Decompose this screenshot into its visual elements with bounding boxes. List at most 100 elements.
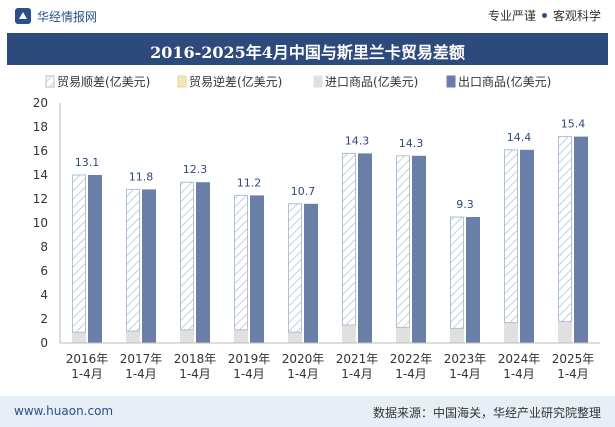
legend-item-1[interactable]: 贸易顺差(亿美元) bbox=[45, 74, 150, 89]
import-bar[interactable] bbox=[288, 332, 302, 343]
data-label: 14.3 bbox=[399, 137, 424, 150]
bar-group-3[interactable]: 12.3 bbox=[180, 163, 210, 343]
bar-group-8[interactable]: 9.3 bbox=[450, 198, 480, 343]
import-bar[interactable] bbox=[180, 329, 194, 343]
plot-area: 13.1 11.8 12.3 11.2 10.7 14.3 14.3 9.3 14.4 15.4 bbox=[72, 118, 588, 343]
export-bar[interactable] bbox=[88, 175, 102, 343]
x-tick-label: 2017年 1-4月 bbox=[120, 352, 163, 381]
surplus-bar[interactable] bbox=[126, 188, 140, 332]
brand-logo-icon bbox=[15, 8, 31, 24]
export-bar[interactable] bbox=[358, 153, 372, 343]
bar-group-6[interactable]: 14.3 bbox=[342, 134, 372, 343]
bar-group-5[interactable]: 10.7 bbox=[288, 185, 318, 343]
x-tick-label: 2024年 1-4月 bbox=[498, 352, 541, 381]
title-bar: 2016-2025年4月中国与斯里兰卡贸易差额 bbox=[7, 33, 608, 65]
chart: 贸易顺差(亿美元) 贸易逆差(亿美元) 进口商品(亿美元) 出口商品(亿美元) 0 2 4… bbox=[33, 74, 600, 381]
data-source: 数据来源：中国海关，华经产业研究院整理 bbox=[372, 406, 601, 420]
surplus-bar[interactable] bbox=[558, 136, 572, 322]
y-tick-label: 16 bbox=[33, 144, 48, 158]
y-tick-label: 0 bbox=[40, 336, 48, 350]
y-axis: 0 2 4 6 8 10 12 14 16 18 20 bbox=[33, 96, 61, 350]
brand-name: 华经情报网 bbox=[37, 9, 98, 24]
data-label: 9.3 bbox=[456, 198, 474, 211]
import-bar[interactable] bbox=[450, 328, 464, 343]
footer-site-link[interactable]: www.huaon.com bbox=[14, 404, 114, 418]
import-bar[interactable] bbox=[396, 327, 410, 343]
x-tick-label: 2020年 1-4月 bbox=[282, 352, 325, 381]
data-label: 10.7 bbox=[291, 185, 316, 198]
x-tick-label: 2016年 1-4月 bbox=[66, 352, 109, 381]
header: 华经情报网 专业严谨 客观科学 bbox=[0, 0, 615, 32]
brand[interactable]: 华经情报网 bbox=[14, 7, 97, 25]
legend-swatch bbox=[313, 75, 323, 88]
x-tick-label: 2025年 1-4月 bbox=[552, 352, 595, 381]
bar-group-1[interactable]: 13.1 bbox=[72, 156, 102, 343]
footer: www.huaon.com 数据来源：中国海关，华经产业研究院整理 bbox=[0, 396, 615, 427]
legend-swatch bbox=[177, 75, 187, 88]
y-tick-label: 18 bbox=[33, 120, 48, 134]
bar-group-2[interactable]: 11.8 bbox=[126, 170, 156, 343]
x-tick-label: 2022年 1-4月 bbox=[390, 352, 433, 381]
surplus-bar[interactable] bbox=[450, 216, 464, 330]
legend-label: 进口商品(亿美元) bbox=[325, 74, 418, 89]
bar-group-7[interactable]: 14.3 bbox=[396, 137, 426, 343]
y-tick-label: 10 bbox=[33, 216, 48, 230]
legend-label: 贸易逆差(亿美元) bbox=[189, 74, 282, 89]
y-tick-label: 6 bbox=[40, 264, 48, 278]
import-bar[interactable] bbox=[342, 325, 356, 343]
surplus-bar[interactable] bbox=[504, 149, 518, 324]
data-label: 15.4 bbox=[561, 118, 586, 131]
chart-title: 2016-2025年4月中国与斯里兰卡贸易差额 bbox=[150, 43, 465, 62]
y-tick-label: 4 bbox=[40, 288, 48, 302]
surplus-bar[interactable] bbox=[342, 152, 356, 326]
surplus-bar[interactable] bbox=[396, 155, 410, 328]
export-bar[interactable] bbox=[412, 155, 426, 343]
legend-swatch bbox=[446, 75, 456, 88]
y-tick-label: 2 bbox=[40, 312, 48, 326]
import-bar[interactable] bbox=[234, 329, 248, 343]
import-bar[interactable] bbox=[558, 321, 572, 343]
export-bar[interactable] bbox=[196, 182, 210, 343]
surplus-bar[interactable] bbox=[234, 194, 248, 331]
legend-item-2[interactable]: 贸易逆差(亿美元) bbox=[177, 74, 282, 89]
legend-label: 贸易顺差(亿美元) bbox=[57, 74, 150, 89]
data-label: 11.8 bbox=[129, 170, 154, 183]
import-bar[interactable] bbox=[126, 331, 140, 343]
import-bar[interactable] bbox=[504, 322, 518, 343]
export-bar[interactable] bbox=[142, 189, 156, 343]
y-tick-label: 8 bbox=[40, 240, 48, 254]
legend-item-4[interactable]: 出口商品(亿美元) bbox=[446, 74, 551, 89]
legend: 贸易顺差(亿美元) 贸易逆差(亿美元) 进口商品(亿美元) 出口商品(亿美元) bbox=[45, 74, 551, 89]
data-label: 11.2 bbox=[237, 176, 262, 189]
tagline-right: 客观科学 bbox=[552, 9, 601, 23]
tagline-left: 专业严谨 bbox=[487, 9, 536, 23]
legend-item-3[interactable]: 进口商品(亿美元) bbox=[313, 74, 418, 89]
legend-label: 出口商品(亿美元) bbox=[458, 74, 551, 89]
data-label: 13.1 bbox=[75, 156, 100, 169]
y-tick-label: 14 bbox=[33, 168, 48, 182]
export-bar[interactable] bbox=[520, 149, 534, 343]
x-tick-label: 2021年 1-4月 bbox=[336, 352, 379, 381]
x-tick-label: 2023年 1-4月 bbox=[444, 352, 487, 381]
x-tick-label: 2019年 1-4月 bbox=[228, 352, 271, 381]
data-label: 14.4 bbox=[507, 131, 532, 144]
export-bar[interactable] bbox=[466, 217, 480, 343]
y-tick-label: 20 bbox=[33, 96, 48, 110]
surplus-bar[interactable] bbox=[180, 181, 194, 331]
x-axis: 2016年 1-4月 2017年 1-4月 2018年 1-4月 2019年 1-4月 2020… bbox=[60, 342, 600, 381]
legend-swatch bbox=[45, 75, 55, 88]
tagline: 专业严谨 客观科学 bbox=[488, 7, 601, 24]
y-tick-label: 12 bbox=[33, 192, 48, 206]
bar-group-4[interactable]: 11.2 bbox=[234, 176, 264, 343]
export-bar[interactable] bbox=[574, 136, 588, 343]
surplus-bar[interactable] bbox=[288, 203, 302, 333]
import-bar[interactable] bbox=[72, 332, 86, 343]
data-label: 14.3 bbox=[345, 134, 370, 147]
export-bar[interactable] bbox=[250, 195, 264, 343]
surplus-bar[interactable] bbox=[72, 174, 86, 333]
bar-group-10[interactable]: 15.4 bbox=[558, 118, 588, 343]
x-tick-label: 2018年 1-4月 bbox=[174, 352, 217, 381]
bar-group-9[interactable]: 14.4 bbox=[504, 131, 534, 343]
separator-dot-icon bbox=[541, 13, 547, 18]
export-bar[interactable] bbox=[304, 203, 318, 343]
